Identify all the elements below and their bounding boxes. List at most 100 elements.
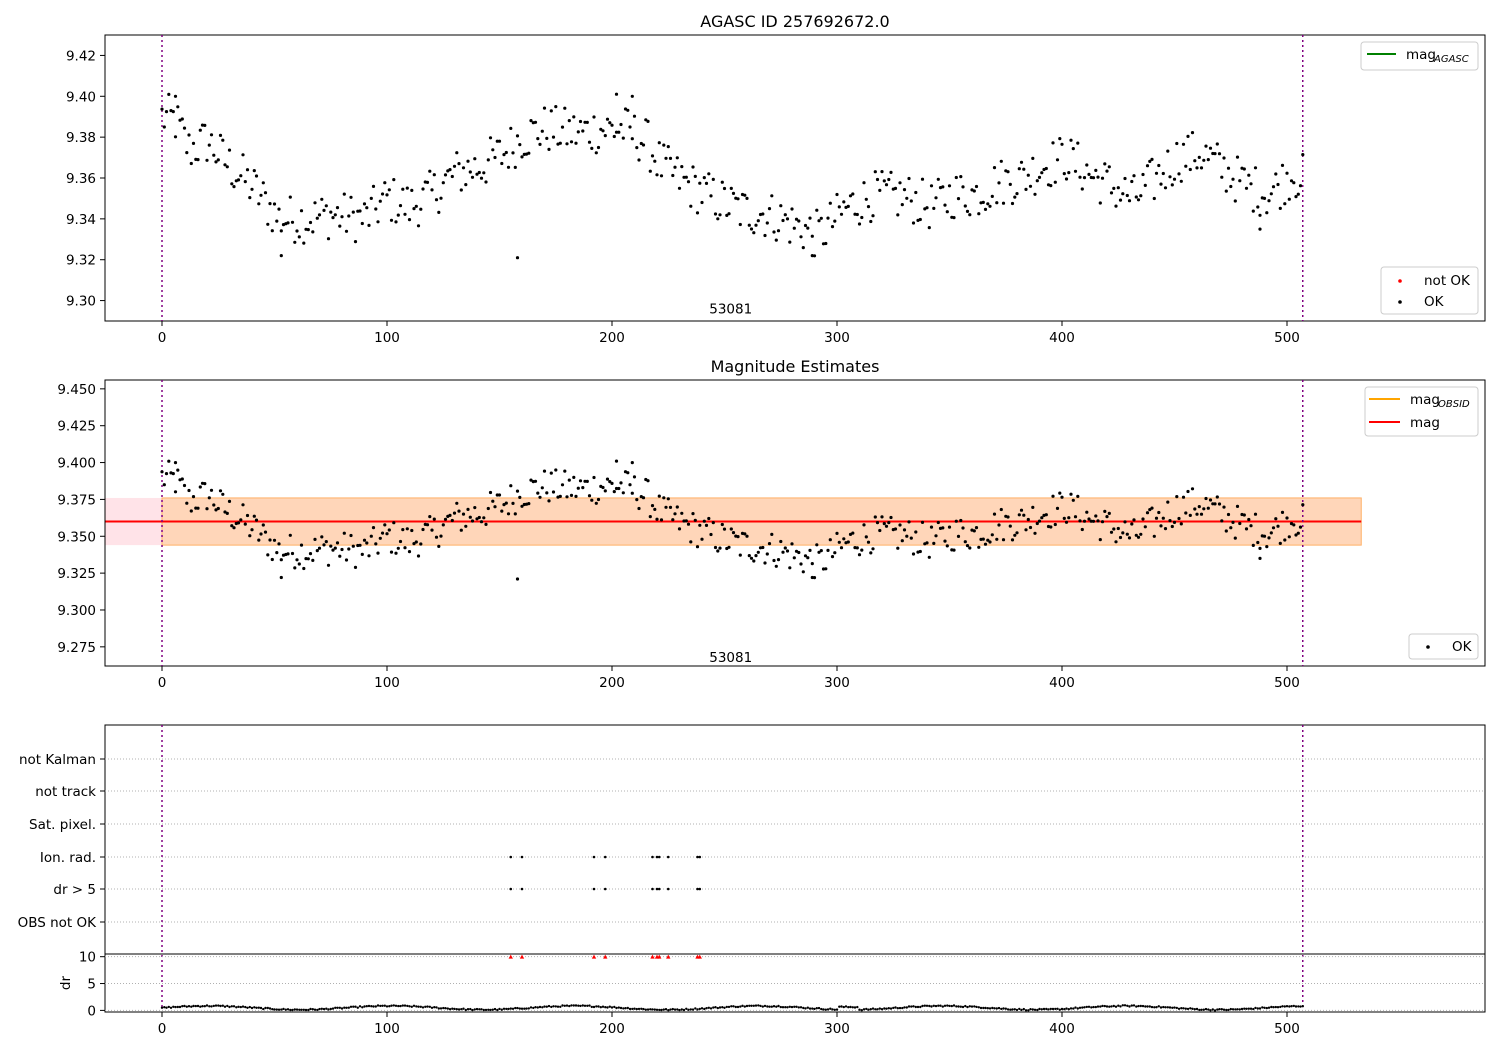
data-point	[1076, 494, 1080, 498]
dr-point	[631, 1007, 634, 1011]
data-point	[457, 162, 461, 166]
data-point	[628, 483, 632, 487]
data-point	[1096, 519, 1100, 523]
data-point	[403, 546, 407, 550]
data-point	[632, 475, 637, 479]
data-point	[1121, 531, 1125, 535]
data-point	[898, 181, 902, 185]
data-point	[1233, 199, 1237, 203]
data-point	[880, 170, 884, 174]
data-point	[236, 521, 241, 525]
dr-point	[1076, 1007, 1080, 1010]
data-point	[1125, 532, 1129, 536]
data-point	[1202, 158, 1206, 162]
dr-point	[1092, 1005, 1095, 1009]
data-point	[959, 518, 963, 523]
data-point	[1141, 517, 1145, 521]
data-point	[376, 220, 380, 224]
dr-point	[1114, 1005, 1118, 1008]
dr-point	[655, 1008, 659, 1011]
dr-point	[779, 1005, 782, 1009]
dr-point	[658, 1008, 661, 1012]
data-point	[981, 200, 985, 204]
flag-row-label: OBS not OK	[18, 915, 98, 931]
data-point	[410, 188, 414, 192]
data-point	[1233, 536, 1237, 540]
dr-point	[1033, 1008, 1037, 1011]
dr-point	[201, 1005, 204, 1008]
data-point	[592, 115, 596, 119]
data-point	[560, 483, 565, 487]
data-point	[983, 207, 988, 211]
data-point	[185, 501, 189, 505]
data-point	[164, 472, 169, 476]
data-point	[745, 196, 749, 200]
dr-point	[232, 1005, 236, 1008]
data-point	[371, 184, 376, 188]
data-point	[619, 481, 623, 485]
data-point	[1168, 519, 1172, 523]
dr-point	[858, 1008, 861, 1011]
dr-point	[662, 1008, 665, 1011]
data-point	[488, 136, 493, 140]
dr-point	[925, 1004, 929, 1007]
dr-point	[1029, 1008, 1032, 1011]
dr-point	[849, 1005, 852, 1009]
dr-point	[433, 1006, 436, 1009]
data-point	[659, 518, 664, 522]
data-point	[448, 168, 452, 172]
dr-point	[880, 1008, 884, 1011]
data-point	[1296, 531, 1300, 535]
data-point	[374, 542, 378, 546]
dr-point	[1155, 1006, 1158, 1009]
dr-point	[1213, 1009, 1217, 1012]
data-point	[389, 550, 394, 554]
flag-point	[520, 855, 524, 859]
data-point	[887, 521, 891, 525]
dr-ytick-label: 10	[79, 950, 96, 966]
dr-point	[682, 1008, 686, 1012]
data-point	[1112, 527, 1116, 531]
data-point	[860, 215, 864, 220]
data-point	[1152, 196, 1156, 201]
data-point	[272, 538, 277, 542]
data-point	[189, 161, 193, 166]
data-point	[270, 557, 274, 562]
data-point	[848, 194, 853, 198]
dr-point	[543, 1005, 546, 1008]
data-point	[869, 219, 873, 224]
dr-point	[802, 1006, 805, 1010]
p1-ytick-label: 9.32	[66, 253, 96, 269]
data-point	[576, 130, 580, 134]
p1-ytick-label: 9.42	[66, 48, 96, 64]
data-point	[306, 228, 310, 232]
data-point	[216, 506, 220, 511]
data-point	[630, 461, 634, 465]
data-point	[990, 194, 994, 198]
data-point	[239, 174, 243, 178]
data-point	[1206, 506, 1210, 510]
data-point	[482, 516, 486, 520]
dr-point	[520, 1007, 524, 1010]
data-point	[851, 192, 855, 196]
legend-upper	[1360, 41, 1479, 71]
data-point	[650, 504, 655, 508]
data-point	[700, 200, 704, 205]
data-point	[866, 205, 871, 209]
data-point	[299, 543, 304, 547]
data-point	[1114, 204, 1118, 208]
dr-clipped-marker	[666, 954, 671, 959]
data-point	[470, 175, 475, 179]
flag-point	[651, 887, 654, 891]
dr-point	[1180, 1007, 1183, 1010]
data-point	[954, 519, 958, 523]
data-point	[1190, 131, 1195, 135]
data-point	[1087, 172, 1091, 176]
data-point	[932, 206, 936, 210]
data-point	[572, 475, 576, 479]
data-point	[1062, 516, 1066, 521]
data-point	[945, 210, 949, 214]
data-point	[1235, 504, 1240, 508]
dr-point	[968, 1005, 971, 1008]
